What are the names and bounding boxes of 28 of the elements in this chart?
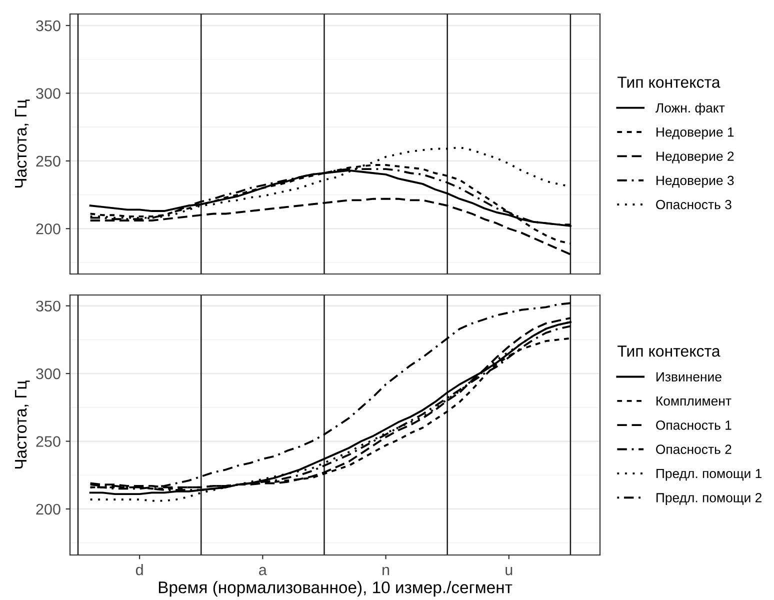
legend-label: Недоверие 2 bbox=[656, 152, 734, 164]
legend-label: Опасность 3 bbox=[656, 200, 732, 210]
legend-label: Извинение bbox=[656, 372, 722, 382]
legend-label: Опасность 2 bbox=[656, 444, 732, 454]
y-tick-label: 250 bbox=[36, 156, 60, 167]
legend-label: Предл. помощи 2 bbox=[656, 493, 762, 505]
legend-label: Комплимент bbox=[656, 396, 732, 406]
y-tick-label: 200 bbox=[36, 224, 60, 234]
x-tick-label: n bbox=[382, 566, 390, 576]
y-tick-label: 350 bbox=[36, 20, 60, 32]
x-tick-label: u bbox=[506, 567, 512, 576]
legend-label: Опасность 1 bbox=[656, 420, 732, 430]
y-tick-label: 200 bbox=[36, 504, 60, 515]
legend-label: Недоверие 1 bbox=[656, 128, 734, 140]
y-tick-label: 350 bbox=[36, 300, 60, 312]
legend-title: Тип контекста bbox=[618, 346, 720, 357]
legend-label: Предл. помощи 1 bbox=[656, 468, 762, 481]
y-axis-title: Частота, Гц bbox=[14, 100, 30, 188]
legend-label: Недоверие 3 bbox=[656, 176, 734, 188]
x-tick-label: d bbox=[136, 564, 143, 576]
x-axis-title: Время (нормализованное), 10 измер./сегмент bbox=[158, 581, 512, 597]
legend-title: Тип контекста bbox=[618, 76, 720, 88]
x-tick-label: a bbox=[259, 566, 267, 576]
y-tick-label: 300 bbox=[36, 368, 60, 380]
y-tick-label: 250 bbox=[36, 436, 60, 447]
y-tick-label: 300 bbox=[36, 88, 60, 99]
legend-label: Ложн. факт bbox=[656, 102, 725, 116]
y-axis-title: Частота, Гц bbox=[14, 380, 30, 468]
